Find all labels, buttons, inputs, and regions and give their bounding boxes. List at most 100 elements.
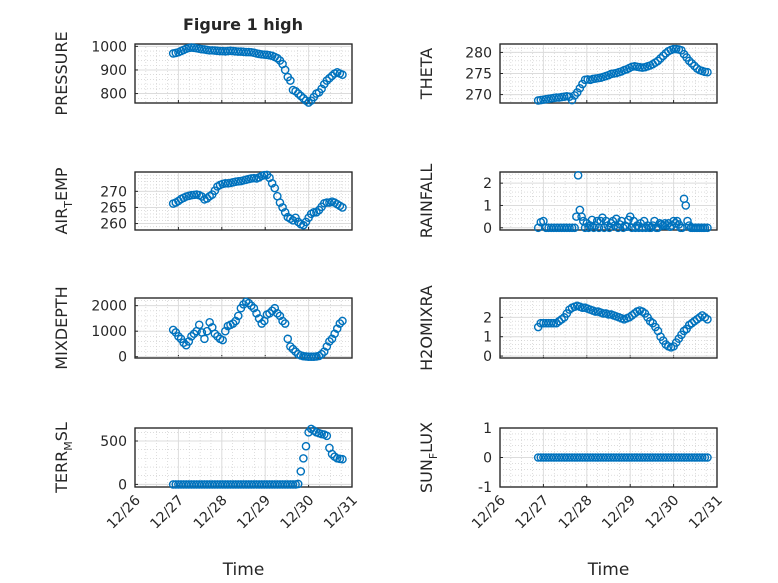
- data-point: [572, 88, 582, 97]
- x-tick-label: 12/31: [321, 493, 361, 533]
- data-point: [301, 441, 311, 451]
- y-tick-label: 2: [483, 176, 492, 192]
- y-axis-label-text: SUN: [417, 459, 436, 493]
- data-point: [275, 198, 285, 207]
- y-axis-label-text: MIXDEPTH: [52, 286, 71, 369]
- data-point: [168, 325, 178, 335]
- data-point: [567, 95, 577, 105]
- y-axis-label-text: H2OMIXRA: [417, 285, 436, 371]
- data-point: [549, 318, 559, 328]
- data-point: [267, 178, 277, 188]
- data-point: [278, 203, 287, 212]
- data-point: [325, 73, 334, 83]
- data-point: [570, 223, 579, 233]
- data-point: [296, 467, 306, 476]
- data-point: [283, 334, 293, 344]
- y-axis-label: RAINFALL: [417, 164, 436, 239]
- data-point: [293, 89, 303, 98]
- data-point: [577, 212, 586, 221]
- axes-frame: [499, 297, 718, 359]
- y-tick-label: 0: [118, 477, 127, 493]
- data-point: [296, 91, 306, 101]
- data-point: [330, 329, 339, 339]
- y-tick-label: 0: [483, 451, 492, 467]
- y-tick-label: 1: [483, 198, 492, 214]
- data-point: [174, 331, 183, 341]
- data-point: [703, 223, 712, 233]
- axes-frame: [134, 171, 353, 231]
- data-point: [605, 223, 614, 233]
- data-point: [683, 216, 692, 226]
- data-point: [299, 454, 308, 463]
- x-tick-label: 12/30: [278, 493, 318, 533]
- data-point: [317, 349, 326, 359]
- y-tick-label: 1: [483, 330, 492, 346]
- y-axis-label-suffix: LUX: [417, 422, 436, 453]
- data-point: [322, 76, 332, 85]
- subplot-theta: 270 275 280 THETA: [417, 43, 718, 105]
- y-tick-label: 1: [483, 421, 492, 437]
- subplot-sun: -1 0 1 SUNFLUX 12/26 12/27 12/28 12/29 12/30 12/3…: [417, 421, 726, 580]
- data-point: [210, 329, 220, 339]
- data-point: [573, 171, 583, 180]
- data-point: [325, 337, 334, 346]
- subplot-rainfall: 0 1 2 RAINFALL: [417, 164, 718, 239]
- y-axis-label-suffix: SL: [52, 422, 71, 441]
- axes-frame: [134, 43, 353, 104]
- y-tick-label: 270: [100, 184, 127, 200]
- data-point: [270, 303, 280, 313]
- data-point: [697, 453, 707, 462]
- figure-title: Figure 1 high: [183, 15, 303, 34]
- data-point: [247, 301, 256, 310]
- y-axis-label-text: RAINFALL: [417, 164, 436, 239]
- y-tick-label: 265: [100, 200, 127, 216]
- data-point: [578, 303, 587, 312]
- y-axis-label-subscript: T: [62, 201, 75, 209]
- data-point: [239, 300, 248, 309]
- y-tick-label: 260: [100, 217, 127, 233]
- y-tick-label: 1000: [91, 324, 127, 340]
- data-point: [546, 318, 556, 328]
- data-point: [591, 307, 600, 316]
- data-point: [267, 306, 277, 316]
- data-point: [280, 207, 290, 217]
- x-tick-label: 12/27: [147, 493, 187, 533]
- data-point: [179, 338, 188, 347]
- data-point: [257, 319, 267, 328]
- data-point: [687, 59, 697, 68]
- y-tick-label: -1: [478, 480, 492, 496]
- data-point: [322, 342, 332, 351]
- data-point: [293, 479, 303, 489]
- y-axis-label: MIXDEPTH: [52, 286, 71, 369]
- data-point: [273, 53, 282, 63]
- data-point: [200, 334, 209, 344]
- y-axis-label-subscript: M: [62, 441, 75, 451]
- subplot-pressure: 800 900 1000 PRESSURE: [52, 31, 353, 116]
- data-point: [270, 183, 280, 193]
- data-point: [252, 309, 261, 318]
- data-point: [228, 319, 238, 328]
- data-point: [309, 207, 319, 217]
- y-axis-label-text: TERR: [52, 451, 71, 494]
- x-tick-label: 12/29: [234, 493, 274, 533]
- x-tick-label: 12/28: [556, 493, 596, 533]
- x-tick-label: 12/27: [512, 493, 552, 533]
- data-point: [280, 65, 290, 75]
- subplot-mixdepth: 0 1000 2000 MIXDEPTH: [52, 286, 353, 370]
- y-tick-label: 0: [483, 349, 492, 365]
- data-point: [703, 314, 712, 324]
- data-point: [589, 223, 599, 233]
- data-point: [658, 51, 668, 61]
- data-point: [280, 319, 290, 328]
- x-tick-label: 12/29: [599, 493, 639, 533]
- y-axis-label-suffix: EMP: [52, 167, 71, 201]
- x-tick-label: 12/28: [191, 493, 231, 533]
- y-tick-label: 280: [465, 45, 492, 61]
- axes-frame: [499, 427, 718, 488]
- data-point: [286, 342, 295, 351]
- data-point: [299, 93, 308, 103]
- y-axis-label-text: AIR: [52, 208, 71, 235]
- data-point: [189, 329, 199, 339]
